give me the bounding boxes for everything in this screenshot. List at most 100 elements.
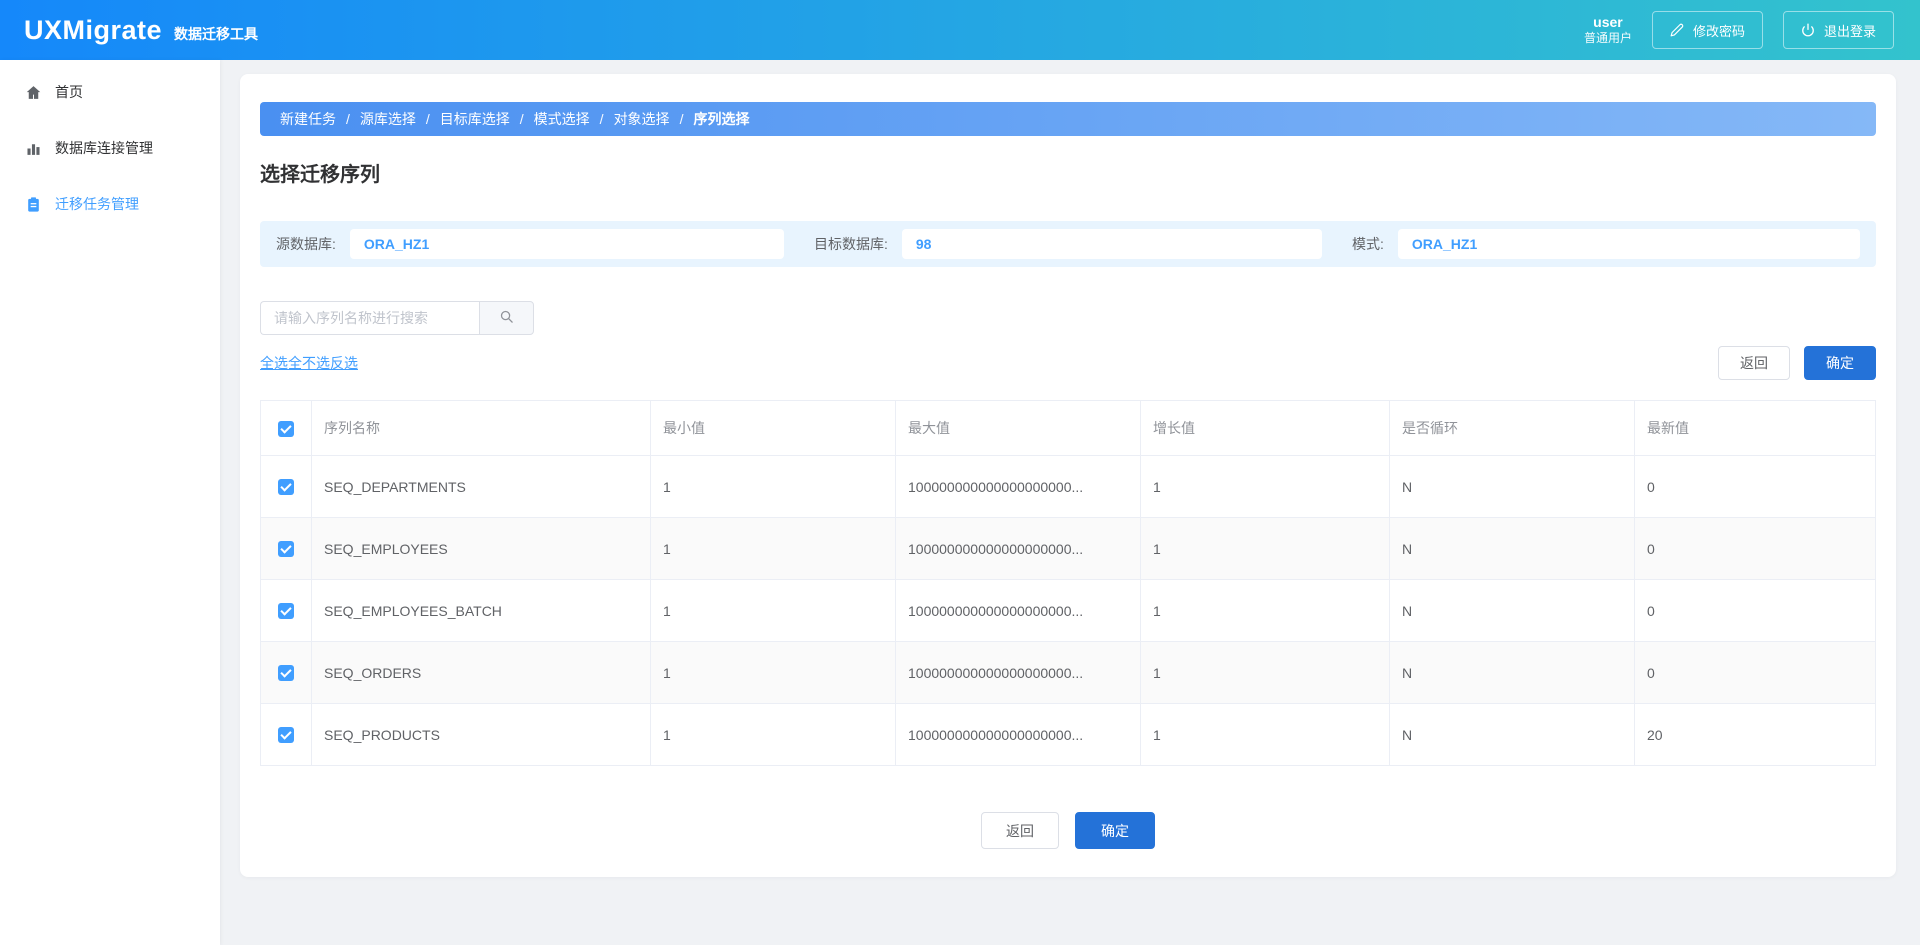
table-header-row: 序列名称 最小值 最大值 增长值 是否循环 最新值 <box>260 400 1876 456</box>
toolbar-row: 全选 全不选 反选 返回 确定 <box>260 346 1876 380</box>
table-row[interactable]: SEQ_EMPLOYEES_BATCH 1 10000000000000000000… <box>260 579 1876 642</box>
breadcrumb-step[interactable]: 模式选择 <box>533 111 590 127</box>
cell-max-value: 100000000000000000000... <box>895 517 1141 580</box>
app-logo-subtitle: 数据迁移工具 <box>174 25 259 42</box>
selection-link[interactable]: 全选 <box>260 355 288 371</box>
clipboard-icon <box>24 195 42 213</box>
cell-increment: 1 <box>1140 455 1390 518</box>
sidebar-item-label: 数据库连接管理 <box>55 140 153 156</box>
breadcrumb-step[interactable]: 对象选择 <box>613 111 670 127</box>
breadcrumb-step[interactable]: 目标库选择 <box>439 111 510 127</box>
footer-confirm-button[interactable]: 确定 <box>1075 812 1155 849</box>
search-row <box>260 301 1876 335</box>
user-block: user 普通用户 <box>1584 13 1632 47</box>
logout-label: 退出登录 <box>1823 23 1876 39</box>
cell-sequence-name: SEQ_DEPARTMENTS <box>311 455 651 518</box>
back-button[interactable]: 返回 <box>1718 346 1790 380</box>
table-row[interactable]: SEQ_DEPARTMENTS 1 100000000000000000000...… <box>260 455 1876 518</box>
breadcrumb-separator: / <box>425 111 430 127</box>
row-checkbox[interactable] <box>278 665 294 682</box>
info-field: 模式: ORA_HZ1 <box>1352 229 1860 259</box>
breadcrumb-step: 序列选择 <box>693 111 750 127</box>
info-field-value[interactable]: ORA_HZ1 <box>1397 229 1860 259</box>
cell-cycle: N <box>1389 579 1635 642</box>
cell-cycle: N <box>1389 703 1635 766</box>
cell-max-value: 100000000000000000000... <box>895 703 1141 766</box>
sidebar-item-home[interactable]: 首页 <box>0 72 220 112</box>
table-row[interactable]: SEQ_EMPLOYEES 1 100000000000000000000... 1 N… <box>260 517 1876 580</box>
page-title: 选择迁移序列 <box>260 164 380 186</box>
breadcrumb-separator: / <box>599 111 604 127</box>
info-field-label: 目标数据库: <box>814 236 888 252</box>
breadcrumb-step[interactable]: 源库选择 <box>359 111 416 127</box>
cell-sequence-name: SEQ_EMPLOYEES <box>311 517 651 580</box>
change-password-label: 修改密码 <box>1692 23 1745 39</box>
cell-max-value: 100000000000000000000... <box>895 641 1141 704</box>
row-checkbox[interactable] <box>278 479 294 496</box>
cell-cycle: N <box>1389 455 1635 518</box>
info-field-label: 模式: <box>1352 236 1384 252</box>
cell-increment: 1 <box>1140 579 1390 642</box>
breadcrumb-separator: / <box>346 111 350 127</box>
cell-increment: 1 <box>1140 517 1390 580</box>
row-checkbox-cell <box>260 579 312 642</box>
row-checkbox[interactable] <box>278 541 294 558</box>
row-checkbox[interactable] <box>278 603 294 620</box>
content-card: 新建任务 / 源库选择 / 目标库选择 / 模式选择 / 对象选择 / 序列选择 选择迁移序列 源数… <box>240 74 1896 877</box>
row-checkbox[interactable] <box>278 727 294 744</box>
cell-min-value: 1 <box>650 579 896 642</box>
info-field: 目标数据库: 98 <box>814 229 1322 259</box>
bar-chart-icon <box>24 139 42 157</box>
change-password-button[interactable]: 修改密码 <box>1651 11 1763 49</box>
cell-min-value: 1 <box>650 703 896 766</box>
footer-back-button[interactable]: 返回 <box>981 812 1059 849</box>
table-row[interactable]: SEQ_ORDERS 1 100000000000000000000... 1 N 0 <box>260 641 1876 704</box>
cell-latest-value: 20 <box>1634 703 1876 766</box>
search-icon <box>499 309 514 327</box>
cell-latest-value: 0 <box>1634 579 1876 642</box>
row-checkbox-cell <box>260 455 312 518</box>
sidebar-item-label: 首页 <box>55 84 83 100</box>
confirm-button[interactable]: 确定 <box>1804 346 1876 380</box>
home-icon <box>24 83 42 101</box>
cell-min-value: 1 <box>650 455 896 518</box>
row-checkbox-cell <box>260 703 312 766</box>
select-all-cell <box>260 400 312 456</box>
breadcrumb: 新建任务 / 源库选择 / 目标库选择 / 模式选择 / 对象选择 / 序列选择 <box>260 102 1876 136</box>
sidebar-item-migration-tasks[interactable]: 迁移任务管理 <box>0 184 220 224</box>
selection-link[interactable]: 反选 <box>330 355 358 371</box>
table-row[interactable]: SEQ_PRODUCTS 1 100000000000000000000... 1 N 2… <box>260 703 1876 766</box>
top-action-buttons: 返回 确定 <box>1718 346 1876 380</box>
info-field-label: 源数据库: <box>276 236 336 252</box>
search-button[interactable] <box>479 301 534 335</box>
selection-link[interactable]: 全不选 <box>288 355 330 371</box>
search-box <box>260 301 534 335</box>
info-field-value[interactable]: ORA_HZ1 <box>349 229 784 259</box>
breadcrumb-step[interactable]: 新建任务 <box>280 111 336 127</box>
pencil-icon <box>1670 23 1684 37</box>
table-column-header: 最新值 <box>1634 400 1876 456</box>
logout-button[interactable]: 退出登录 <box>1782 11 1894 49</box>
cell-latest-value: 0 <box>1634 455 1876 518</box>
power-icon <box>1801 23 1815 37</box>
header-right: user 普通用户 修改密码 退出登录 <box>1584 11 1894 49</box>
info-bar: 源数据库: ORA_HZ1 目标数据库: 98 模式: ORA_HZ1 <box>260 221 1876 267</box>
cell-latest-value: 0 <box>1634 641 1876 704</box>
row-checkbox-cell <box>260 641 312 704</box>
select-all-checkbox[interactable] <box>278 420 294 437</box>
table-column-header: 序列名称 <box>311 400 651 456</box>
sidebar: 首页数据库连接管理迁移任务管理 <box>0 60 220 945</box>
info-field-value[interactable]: 98 <box>901 229 1322 259</box>
cell-sequence-name: SEQ_ORDERS <box>311 641 651 704</box>
cell-max-value: 100000000000000000000... <box>895 455 1141 518</box>
table-column-header: 最小值 <box>650 400 896 456</box>
table-column-header: 是否循环 <box>1389 400 1635 456</box>
cell-increment: 1 <box>1140 641 1390 704</box>
search-input[interactable] <box>260 301 479 335</box>
sidebar-item-db-connections[interactable]: 数据库连接管理 <box>0 128 220 168</box>
main-content: 新建任务 / 源库选择 / 目标库选择 / 模式选择 / 对象选择 / 序列选择 选择迁移序列 源数… <box>220 60 1920 945</box>
cell-latest-value: 0 <box>1634 517 1876 580</box>
cell-max-value: 100000000000000000000... <box>895 579 1141 642</box>
app-header: UXMigrate 数据迁移工具 user 普通用户 修改密码 退出登录 <box>0 0 1920 60</box>
cell-sequence-name: SEQ_EMPLOYEES_BATCH <box>311 579 651 642</box>
